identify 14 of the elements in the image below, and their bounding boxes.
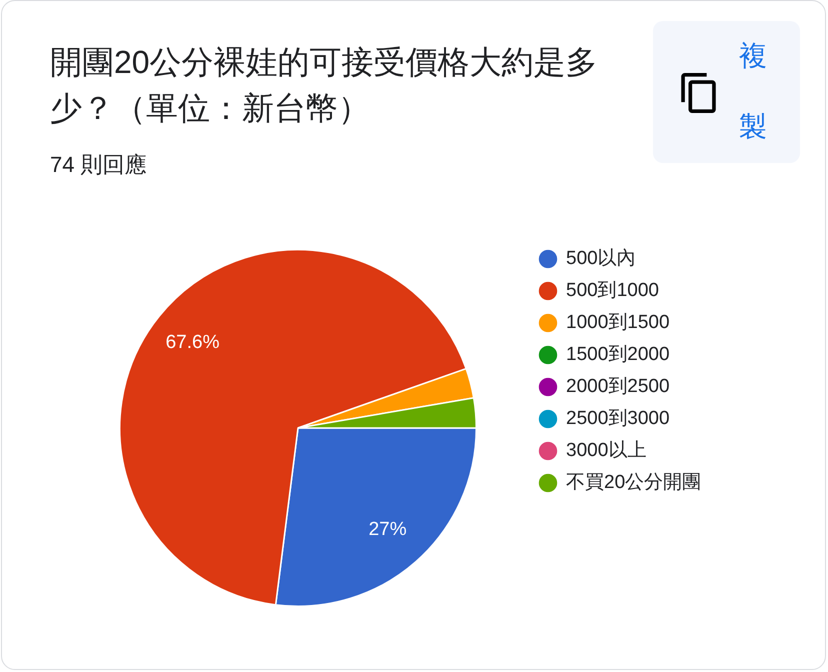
legend-label: 500到1000 — [566, 280, 659, 302]
legend-label: 500以內 — [566, 248, 636, 270]
text: 複製 — [739, 40, 767, 142]
chart-subtitle: 74 則回應 — [50, 152, 147, 178]
copy-button[interactable] — [653, 21, 800, 163]
data-label: 27% — [368, 518, 407, 540]
data-label: 67.6% — [166, 332, 220, 354]
legend-label: 3000以上 — [566, 440, 646, 462]
legend-label: 1500到2000 — [566, 344, 670, 366]
chart-title: 開團20公分裸娃的可接受價格大約是多少？（單位：新台幣） — [50, 43, 599, 128]
legend-label: 不買20公分開團 — [566, 472, 702, 494]
legend-label: 2500到3000 — [566, 408, 670, 430]
legend-label: 2000到2500 — [566, 376, 670, 398]
legend-label: 1000到1500 — [566, 312, 670, 334]
